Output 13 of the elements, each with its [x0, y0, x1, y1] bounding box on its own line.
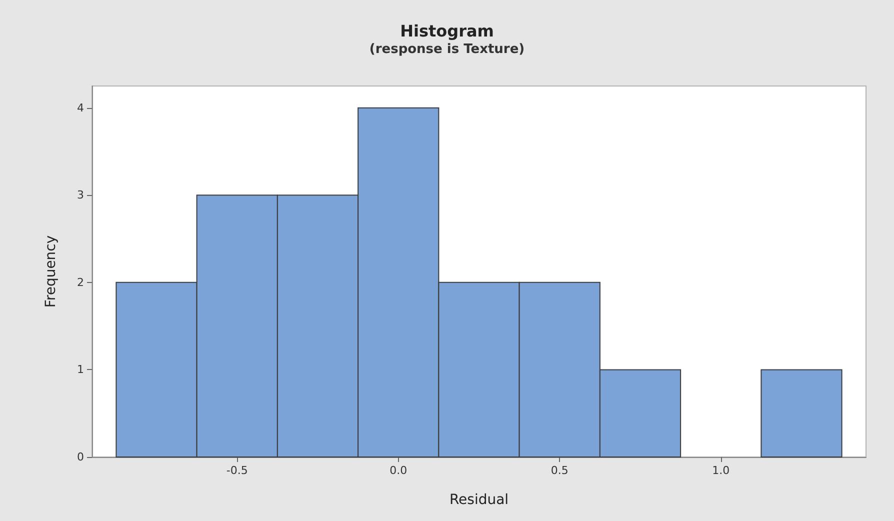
y-tick-label: 3	[77, 188, 84, 202]
chart-subtitle: (response is Texture)	[369, 42, 525, 57]
x-tick-label: 1.0	[712, 464, 730, 477]
y-tick-label: 1	[77, 363, 84, 376]
x-axis-title: Residual	[449, 492, 509, 508]
chart-title: Histogram	[400, 22, 494, 40]
y-tick-label: 2	[77, 276, 84, 289]
x-tick-label: -0.5	[226, 464, 248, 477]
x-tick-label: 0.0	[390, 464, 408, 477]
y-axis-title: Frequency	[43, 235, 59, 308]
x-tick-label: 0.5	[550, 464, 568, 477]
y-tick-label: 0	[77, 450, 84, 464]
y-tick-label: 4	[77, 101, 84, 114]
